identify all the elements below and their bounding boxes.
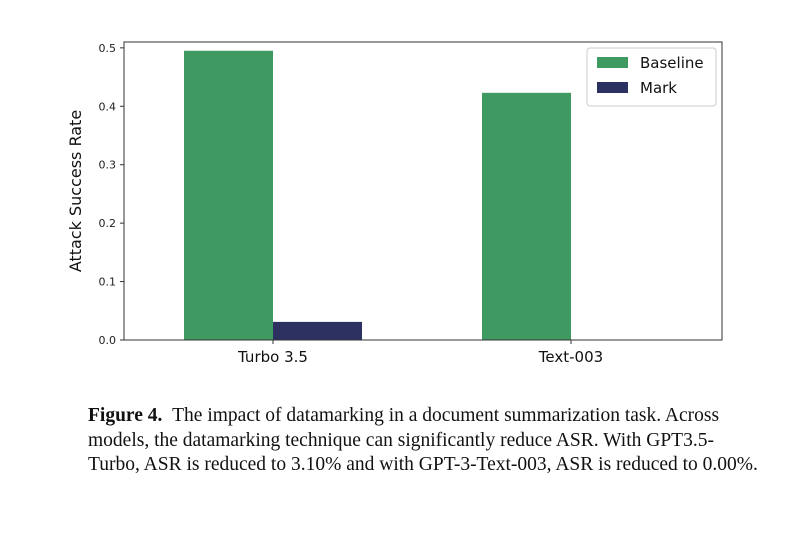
legend-label-baseline: Baseline [640, 54, 704, 72]
y-tick-label: 0.2 [99, 217, 117, 230]
y-tick-label: 0.1 [99, 276, 117, 289]
legend-swatch-mark [597, 82, 628, 93]
legend: Baseline Mark [586, 47, 717, 107]
y-axis-label: Attack Success Rate [66, 110, 85, 272]
caption-text: The impact of datamarking in a document … [88, 405, 758, 475]
bar-chart: 0.0 0.1 0.2 0.3 0.4 0.5 Turbo 3.5 Text-003 Att… [66, 41, 723, 366]
plot-frame [123, 41, 723, 341]
x-tick-label: Turbo 3.5 [237, 348, 308, 366]
bar-baseline-1 [482, 92, 571, 340]
x-tick-label: Text-003 [538, 348, 603, 366]
y-tick-label: 0.0 [99, 334, 117, 347]
bar-baseline-0 [184, 50, 273, 340]
y-tick-label: 0.5 [99, 42, 117, 55]
caption-label: Figure 4. [88, 405, 163, 426]
legend-label-mark: Mark [640, 79, 677, 97]
bars-layer [184, 50, 571, 340]
y-tick-label: 0.4 [99, 100, 117, 113]
y-axis: 0.0 0.1 0.2 0.3 0.4 0.5 [99, 42, 124, 347]
legend-swatch-baseline [597, 57, 628, 68]
bar-mark-0 [273, 321, 362, 340]
figure-caption: Figure 4. The impact of datamarking in a… [88, 404, 760, 478]
x-axis: Turbo 3.5 Text-003 [237, 340, 603, 366]
y-tick-label: 0.3 [99, 159, 117, 172]
